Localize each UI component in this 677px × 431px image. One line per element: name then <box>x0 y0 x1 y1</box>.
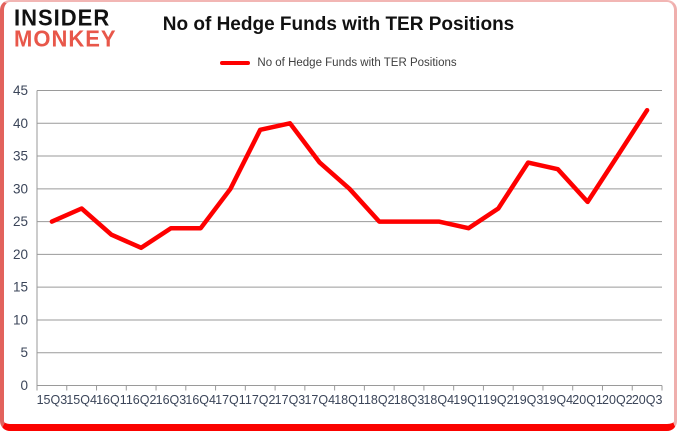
legend-red-line-marker <box>220 61 251 65</box>
x-axis-tick-label: 16Q3 <box>156 393 187 407</box>
x-axis-tick-label: 18Q4 <box>423 393 454 407</box>
x-axis-tick-label: 17Q4 <box>304 393 335 407</box>
x-axis-tick-label: 15Q4 <box>66 393 97 407</box>
x-axis-tick-label: 18Q1 <box>334 393 365 407</box>
legend-series-label: No of Hedge Funds with TER Positions <box>257 57 457 69</box>
hedge-funds-series-line <box>49 107 650 251</box>
x-axis-tick-label: 19Q2 <box>483 393 514 407</box>
y-axis-tick-label: 45 <box>13 83 28 98</box>
x-axis-tick-label: 16Q4 <box>185 393 216 407</box>
y-axis-tick-label: 10 <box>13 312 28 327</box>
logo-line-insider: INSIDER <box>14 4 111 31</box>
x-axis-tick-label: 15Q3 <box>37 393 68 407</box>
x-axis-tick-label: 17Q1 <box>215 393 246 407</box>
x-axis-tick-label: 16Q2 <box>126 393 157 407</box>
x-axis-tick-label: 19Q4 <box>543 393 574 407</box>
y-axis-tick-label: 40 <box>13 116 28 131</box>
x-axis-tick-label: 17Q3 <box>275 393 306 407</box>
y-axis-tick-label: 5 <box>20 345 28 360</box>
x-axis-tick-label: 17Q2 <box>245 393 276 407</box>
y-axis-tick-label: 30 <box>13 181 28 196</box>
x-axis-tick-label: 20Q1 <box>572 393 603 407</box>
y-axis-tick-label: 20 <box>13 247 28 262</box>
y-axis-tick-label: 15 <box>13 280 28 295</box>
y-axis-tick-label: 35 <box>13 149 28 164</box>
x-axis-tick-label: 19Q3 <box>513 393 544 407</box>
x-axis-tick-label: 19Q1 <box>453 393 484 407</box>
x-axis-tick-label: 16Q1 <box>96 393 127 407</box>
x-axis-tick-label: 18Q3 <box>394 393 425 407</box>
y-axis-tick-label: 0 <box>20 378 28 393</box>
y-axis-tick-label: 25 <box>13 214 28 229</box>
x-axis-tick-label: 18Q2 <box>364 393 395 407</box>
logo-line-monkey: MONKEY <box>14 25 117 52</box>
insider-monkey-logo: INSIDER MONKEY <box>14 4 117 52</box>
x-axis-tick-label: 20Q2 <box>602 393 633 407</box>
chart-legend: No of Hedge Funds with TER Positions <box>0 57 677 69</box>
x-axis-tick-label: 20Q3 <box>632 393 663 407</box>
chart-title: No of Hedge Funds with TER Positions <box>162 14 515 35</box>
